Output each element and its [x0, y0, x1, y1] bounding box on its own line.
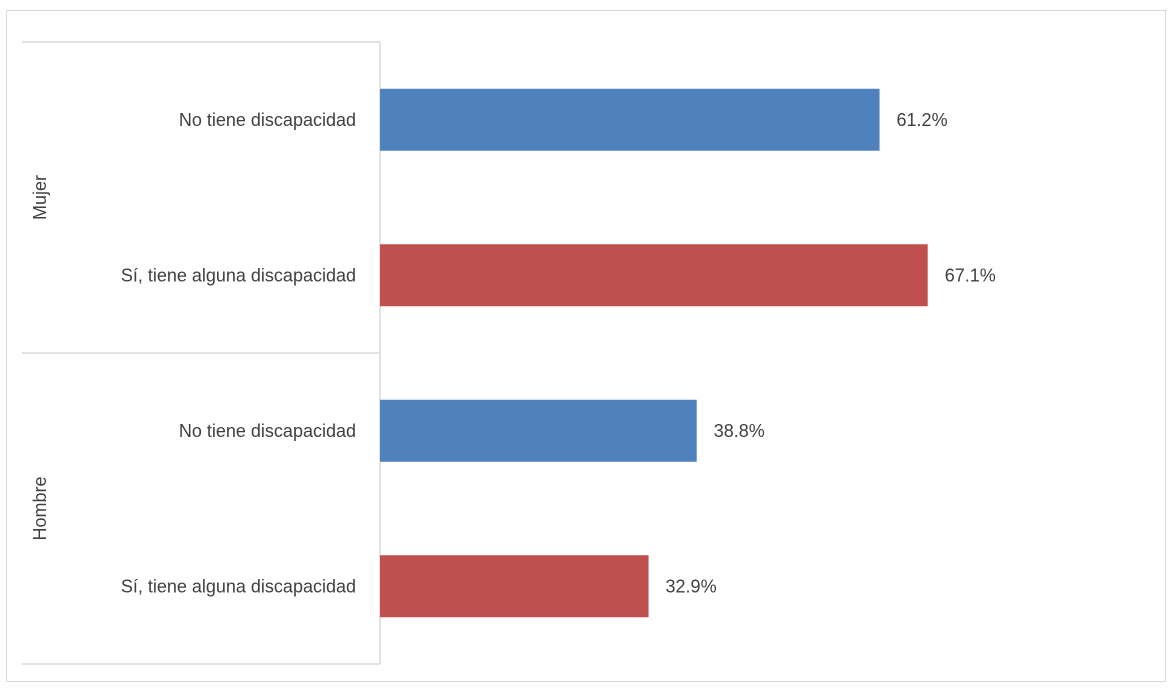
category-label-0-1: Sí, tiene alguna discapacidad — [121, 265, 356, 285]
value-label-1-0: 38.8% — [714, 421, 765, 441]
bar-1-1 — [380, 555, 649, 617]
value-label-0-0: 61.2% — [897, 110, 948, 130]
category-label-1-0: No tiene discapacidad — [179, 421, 356, 441]
group-label-0: Mujer — [30, 175, 50, 220]
category-label-1-1: Sí, tiene alguna discapacidad — [121, 576, 356, 596]
axes-layer — [22, 42, 380, 664]
value-label-1-1: 32.9% — [666, 576, 717, 596]
bar-0-0 — [380, 89, 880, 151]
group-label-1: Hombre — [30, 476, 50, 540]
value-label-0-1: 67.1% — [945, 265, 996, 285]
bars-layer — [380, 89, 928, 618]
category-label-0-0: No tiene discapacidad — [179, 110, 356, 130]
bar-1-0 — [380, 400, 697, 462]
bar-0-1 — [380, 244, 928, 306]
